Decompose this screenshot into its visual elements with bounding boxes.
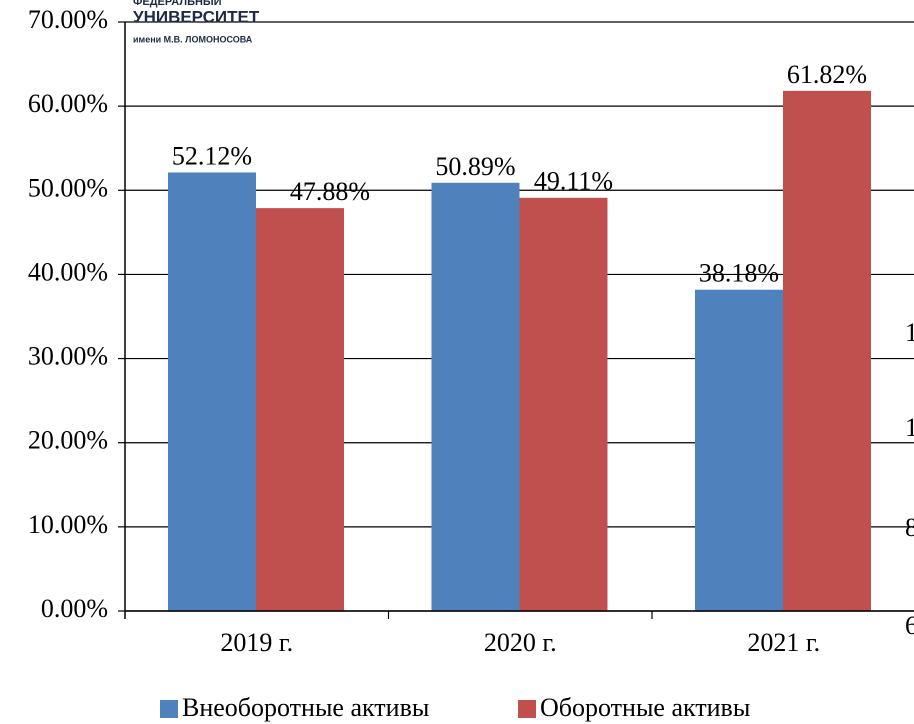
edge-fragment: 1 <box>905 413 914 442</box>
y-tick-label: 20.00% <box>28 426 108 455</box>
edge-fragment: 1 <box>905 318 914 347</box>
data-label: 47.88% <box>290 177 370 206</box>
y-tick-label: 10.00% <box>28 510 108 539</box>
logo-text: имени М.В. ЛОМОНОСОВА <box>133 34 253 44</box>
data-label: 52.12% <box>172 141 252 170</box>
legend-label: Внеоборотные активы <box>182 693 429 722</box>
y-tick-label: 50.00% <box>28 173 108 202</box>
logo-text: УНИВЕРСИТЕТ <box>133 7 260 26</box>
bar <box>168 172 256 611</box>
bar <box>431 182 520 611</box>
y-tick-label: 60.00% <box>28 89 108 118</box>
logo-text: ФЕДЕРАЛЬНЫЙ <box>133 0 222 8</box>
y-tick-label: 30.00% <box>28 342 108 371</box>
legend-label: Оборотные активы <box>540 693 750 722</box>
bar <box>695 289 783 611</box>
bar <box>519 197 608 612</box>
y-tick-label: 70.00% <box>28 5 108 34</box>
data-label: 38.18% <box>699 259 779 288</box>
data-label: 49.11% <box>534 167 613 196</box>
legend-swatch <box>160 700 178 718</box>
legend-swatch <box>518 700 536 718</box>
bar <box>256 208 344 611</box>
x-tick-label: 2020 г. <box>484 628 557 657</box>
x-tick-label: 2021 г. <box>747 628 820 657</box>
data-label: 61.82% <box>787 60 867 89</box>
edge-fragment: 6 <box>905 611 914 640</box>
data-label: 50.89% <box>435 152 515 181</box>
y-tick-label: 0.00% <box>41 594 108 623</box>
y-tick-label: 40.00% <box>28 257 108 286</box>
edge-fragment: 8 <box>905 513 914 542</box>
bar <box>783 90 871 611</box>
x-tick-label: 2019 г. <box>220 628 293 657</box>
